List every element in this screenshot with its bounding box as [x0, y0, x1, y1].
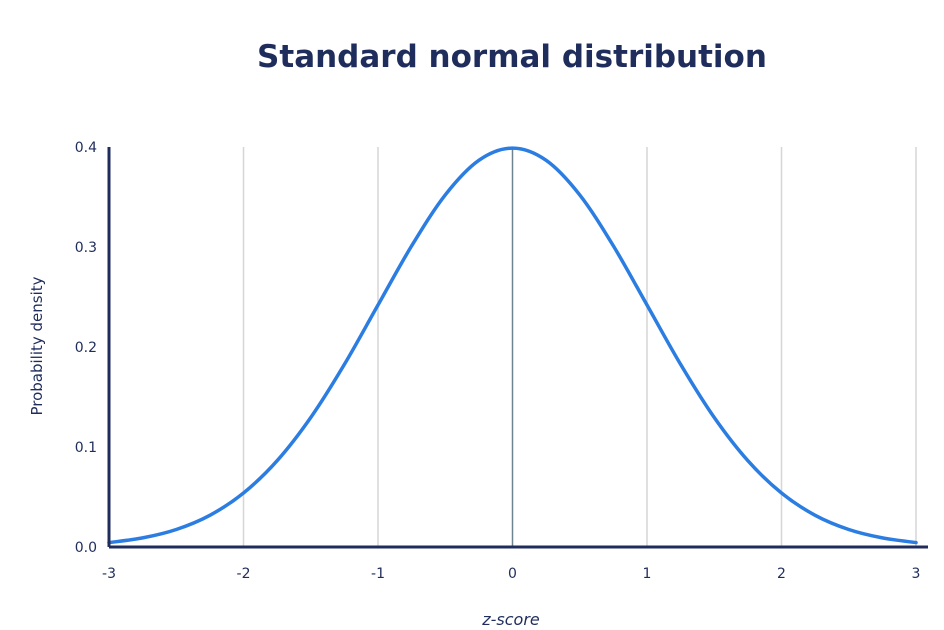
x-tick-label: 2	[777, 566, 786, 582]
x-tick-label: -3	[102, 566, 116, 582]
x-tick-label: 3	[912, 566, 921, 582]
x-tick-label: -1	[371, 566, 385, 582]
chart-title: Standard normal distribution	[257, 39, 767, 75]
curve-layer	[107, 146, 918, 545]
x-tick-label: -2	[237, 566, 251, 582]
density-curve	[107, 146, 918, 545]
gridlines	[242, 147, 917, 547]
tick-labels: -3 -2 -1 0 1 2 3 0.0 0.1 0.2 0.3 0.4	[75, 140, 921, 582]
y-axis-label: Probability density	[28, 276, 46, 415]
y-tick-label: 0.4	[75, 140, 97, 156]
y-tick-label: 0.0	[75, 540, 97, 556]
y-tick-label: 0.1	[75, 440, 97, 456]
y-tick-label: 0.2	[75, 340, 97, 356]
x-axis-label: z-score	[481, 610, 540, 629]
x-tick-label: 1	[643, 566, 652, 582]
axes	[107, 147, 928, 549]
x-tick-label: 0	[508, 566, 517, 582]
y-tick-label: 0.3	[75, 240, 97, 256]
